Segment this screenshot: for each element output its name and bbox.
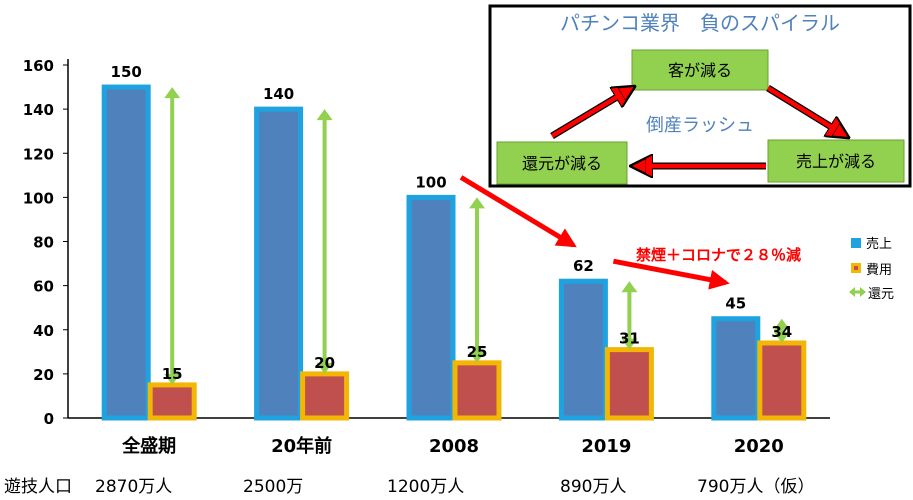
- x-tick-label: 全盛期: [121, 435, 176, 457]
- y-tick-label: 160: [23, 57, 54, 75]
- return-arrow: [621, 281, 638, 350]
- x-axis-labels: 全盛期 20年前 2008 2019 2020: [121, 435, 784, 457]
- data-label-cost: 20: [314, 354, 335, 372]
- bar-cost: [757, 340, 807, 421]
- data-label-sales: 62: [573, 257, 594, 275]
- y-tick-label: 0: [44, 410, 54, 428]
- player-population-label: 遊技人口: [4, 477, 72, 497]
- trend-arrows: [459, 175, 730, 290]
- bar-cost: [300, 371, 350, 421]
- player-population-value: 890万人: [560, 477, 627, 497]
- legend-sales-marker: [851, 238, 861, 248]
- x-tick-label: 2020: [734, 436, 784, 457]
- diagram-title: パチンコ業界 負のスパイラル: [560, 11, 840, 35]
- return-arrow: [316, 109, 333, 374]
- bar-cost: [452, 360, 502, 421]
- x-tick-label: 2008: [429, 436, 479, 457]
- legend: 売上 費用 還元: [849, 236, 894, 302]
- return-arrow: [469, 197, 485, 363]
- data-label-sales: 150: [111, 63, 142, 81]
- y-tick-label: 120: [23, 145, 54, 163]
- bar-cost: [147, 382, 197, 421]
- spiral-diagram: パチンコ業界 負のスパイラル 客が減る 還元が減る 売上が減る 倒産ラッシュ: [488, 4, 912, 188]
- bar-sales: [558, 278, 608, 421]
- diagram-box-sales-label: 売上が減る: [796, 152, 876, 171]
- bar-sales: [406, 194, 456, 421]
- y-tick-label: 40: [33, 322, 54, 340]
- diagram-box-returns-label: 還元が減る: [522, 154, 602, 173]
- data-label-cost: 25: [467, 343, 488, 361]
- diagram-box-customers: [631, 49, 769, 91]
- x-tick-label: 2019: [581, 436, 631, 457]
- legend-sales-label: 売上: [866, 236, 892, 252]
- bars: 150 15 140 20 100 25 62 31 45 34: [101, 63, 807, 421]
- bar-sales: [254, 106, 304, 421]
- player-population-value: 2500万: [243, 477, 304, 497]
- player-population-value: 2870万人: [95, 477, 173, 497]
- y-tick-label: 140: [23, 101, 54, 119]
- data-label-cost: 31: [619, 330, 640, 348]
- data-label-sales: 45: [725, 295, 746, 313]
- bar-sales: [711, 316, 761, 421]
- diagram-box-customers-label: 客が減る: [668, 61, 732, 80]
- bar-sales: [101, 84, 151, 421]
- diagram-center-label: 倒産ラッシュ: [646, 115, 754, 136]
- trend-arrow: [612, 258, 730, 290]
- diagram-box-returns: [496, 141, 628, 185]
- return-arrow: [773, 318, 790, 343]
- data-label-sales: 100: [415, 173, 446, 191]
- data-label-sales: 140: [263, 85, 294, 103]
- data-label-cost: 34: [771, 323, 792, 341]
- x-tick-label: 20年前: [271, 435, 332, 457]
- player-population-value: 790万人（仮）: [697, 477, 815, 497]
- return-arrow: [164, 87, 181, 385]
- data-label-cost: 15: [162, 365, 183, 383]
- legend-cost-label: 費用: [866, 263, 892, 278]
- bar-cost: [604, 347, 654, 421]
- player-population-row: 遊技人口 2870万人 2500万 1200万人 890万人 790万人（仮）: [0, 468, 913, 498]
- y-tick-label: 60: [33, 278, 54, 296]
- y-tick-label: 100: [23, 189, 54, 207]
- y-tick-label: 80: [33, 234, 54, 252]
- y-tick-label: 20: [33, 366, 54, 384]
- diagram-box-sales: [767, 139, 905, 183]
- player-population-value: 1200万人: [387, 477, 465, 497]
- legend-return-marker: [849, 287, 866, 297]
- trend-arrow: [459, 175, 577, 248]
- legend-return-label: 還元: [868, 287, 894, 302]
- annotation-label: 禁煙＋コロナで２８％減: [636, 246, 801, 264]
